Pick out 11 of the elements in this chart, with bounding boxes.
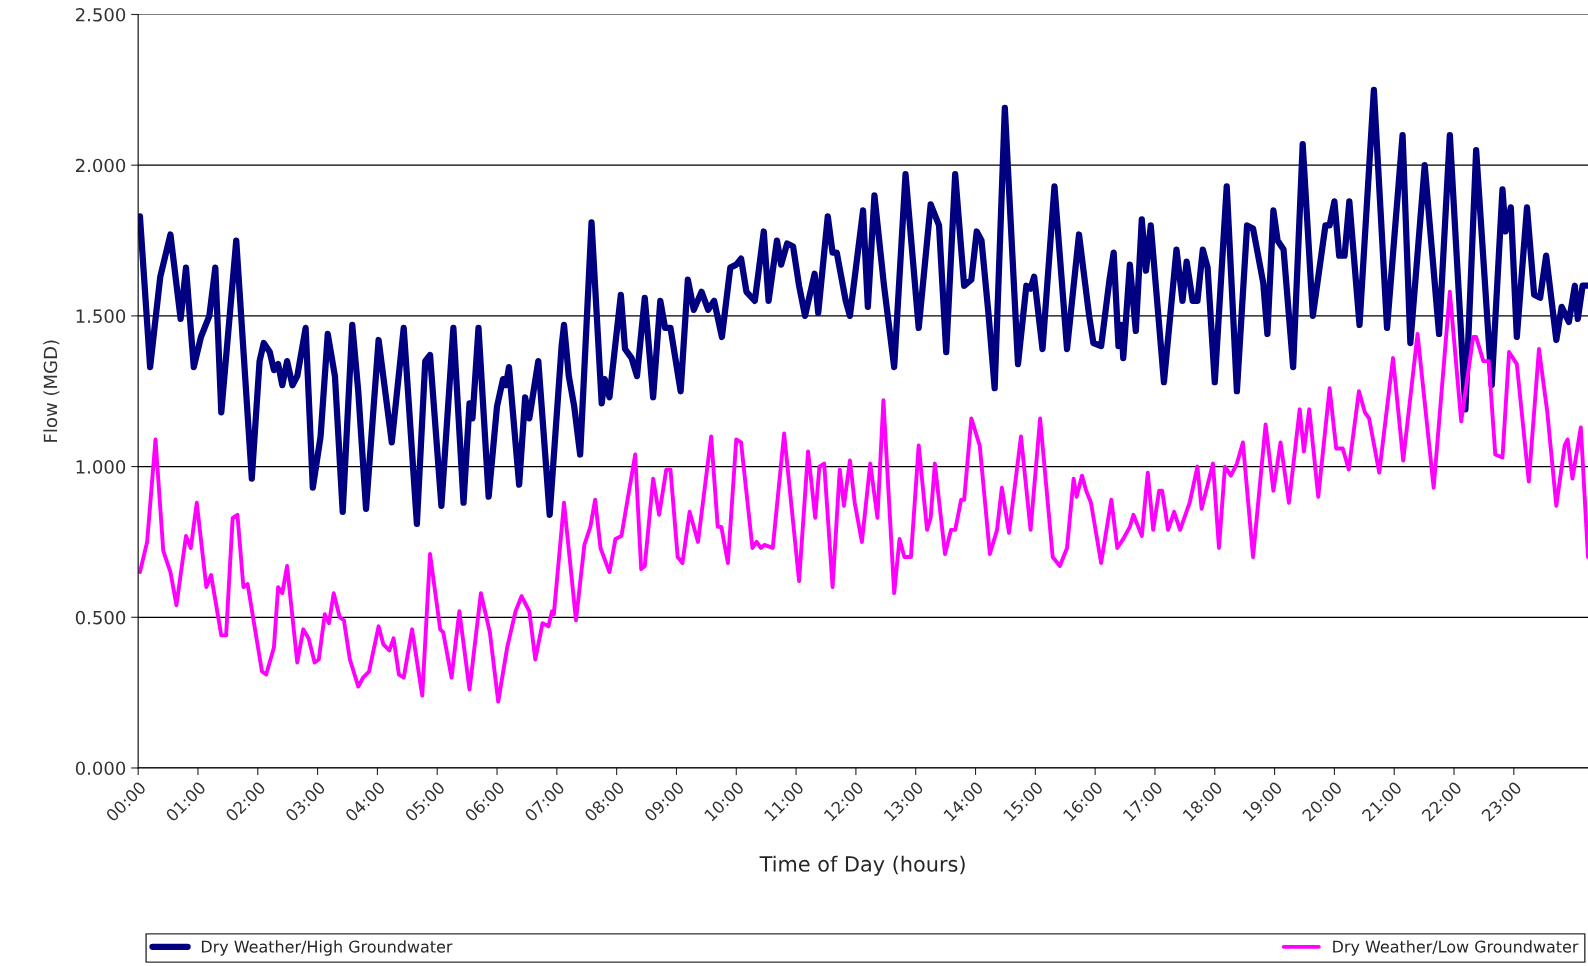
line-series <box>138 289 1588 704</box>
y-tick-label: 0.000 <box>75 761 126 776</box>
legend-label: Dry Weather/High Groundwater <box>201 940 453 956</box>
y-tick-label: 0.500 <box>75 610 126 625</box>
legend-label: Dry Weather/Low Groundwater <box>1333 940 1579 956</box>
y-tick-label: 2.500 <box>75 7 126 22</box>
y-tick-label: 1.500 <box>76 309 126 323</box>
x-axis-title: Time of Day (hours) <box>759 855 965 876</box>
y-axis-title: Flow (MGD) <box>43 340 60 442</box>
y-tick-label: 1.000 <box>76 460 126 474</box>
y-tick-label: 2.000 <box>75 158 126 173</box>
